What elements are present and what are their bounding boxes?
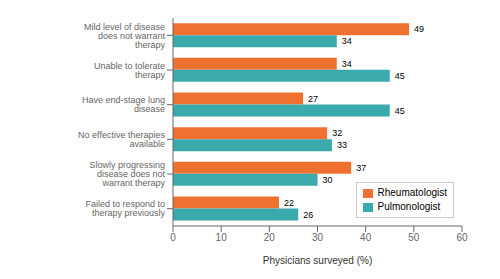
svg-text:49: 49 xyxy=(414,24,424,34)
svg-text:32: 32 xyxy=(332,128,342,138)
svg-text:27: 27 xyxy=(308,94,318,104)
svg-text:45: 45 xyxy=(395,71,405,81)
svg-text:34: 34 xyxy=(342,36,352,46)
svg-text:10: 10 xyxy=(216,232,228,243)
svg-text:34: 34 xyxy=(342,59,352,69)
html-text:Rheumatologist: Rheumatologist xyxy=(377,187,447,198)
svg-text:No effective therapiesavailabl: No effective therapiesavailable xyxy=(78,130,165,149)
svg-text:22: 22 xyxy=(284,198,294,208)
svg-text:30: 30 xyxy=(312,232,324,243)
svg-text:Failed to respond totherapy pr: Failed to respond totherapy previously xyxy=(85,199,165,218)
svg-text:Unable to toleratetherapy: Unable to toleratetherapy xyxy=(94,61,166,80)
svg-text:33: 33 xyxy=(337,140,347,150)
svg-text:26: 26 xyxy=(303,210,313,220)
svg-text:Mild level of diseasedoes not: Mild level of diseasedoes not warrantthe… xyxy=(84,22,166,50)
svg-text:40: 40 xyxy=(360,232,372,243)
svg-text:60: 60 xyxy=(456,232,468,243)
svg-text:45: 45 xyxy=(395,106,405,116)
html-text:Pulmonologist: Pulmonologist xyxy=(377,201,441,212)
svg-text:0: 0 xyxy=(170,232,176,243)
svg-text:Slowly progressingdisease does: Slowly progressingdisease does notwarran… xyxy=(89,160,165,188)
svg-text:Have end-stage lungdisease: Have end-stage lungdisease xyxy=(82,95,165,114)
svg-text:Physicians surveyed (%): Physicians surveyed (%) xyxy=(263,255,372,266)
svg-text:30: 30 xyxy=(323,175,333,185)
svg-text:50: 50 xyxy=(408,232,420,243)
svg-text:37: 37 xyxy=(356,163,366,173)
svg-text:20: 20 xyxy=(264,232,276,243)
